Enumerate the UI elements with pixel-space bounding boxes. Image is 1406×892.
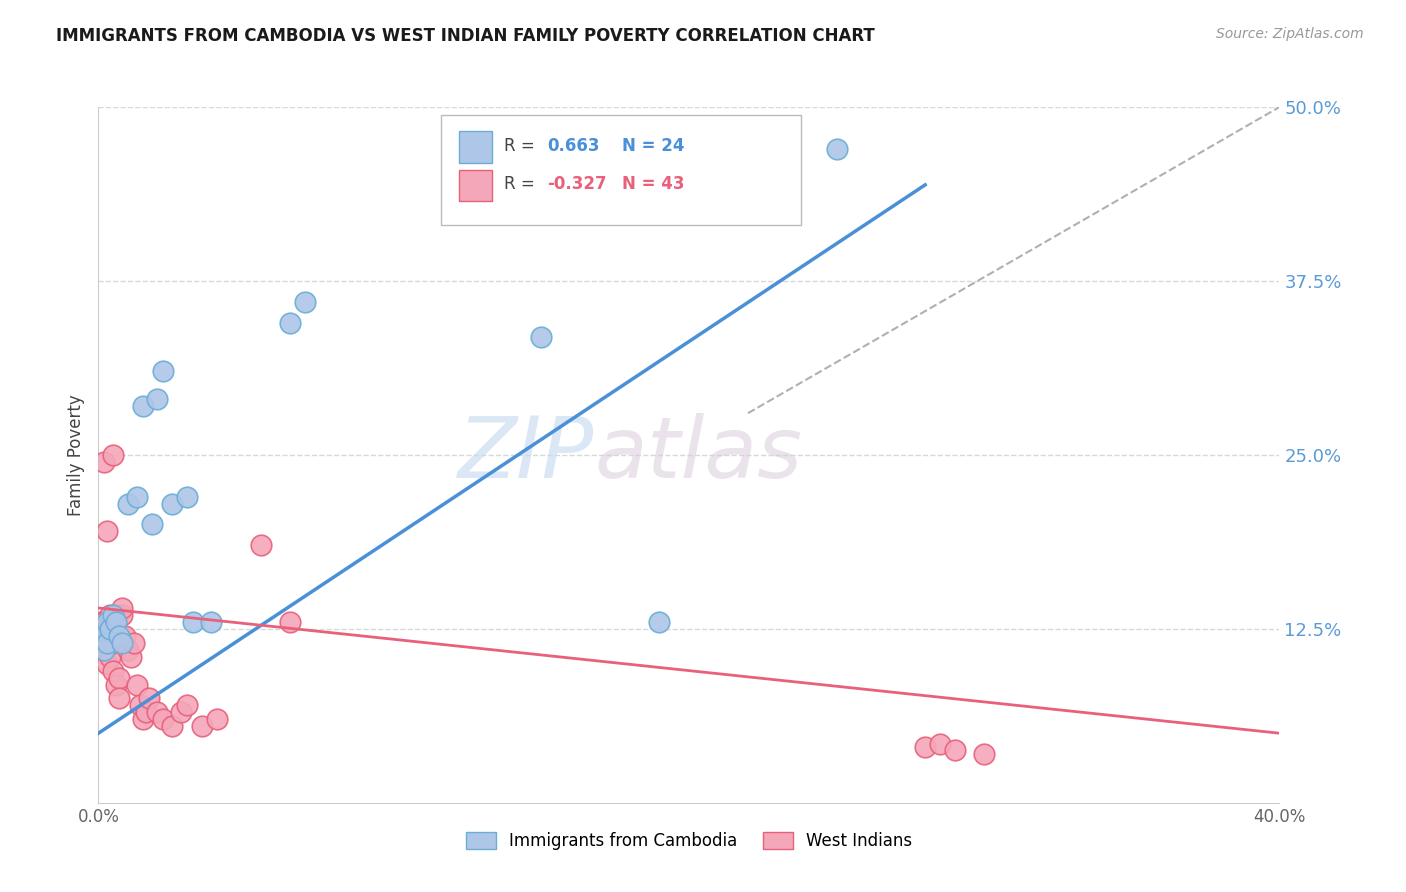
Point [108,629,131,643]
Text: -0.327: -0.327 [547,175,607,193]
Point [132,712,155,726]
Point [98,649,121,664]
Point [90,629,112,643]
Point [114,629,136,643]
Point [96,524,118,539]
Text: ZIP: ZIP [458,413,595,497]
Point [108,671,131,685]
Point [200,615,222,629]
Point [98,622,121,636]
Point [93,642,115,657]
Point [176,490,198,504]
Point [973,747,995,761]
Point [128,698,150,713]
Point [530,329,553,343]
Point [111,601,134,615]
Point [294,294,316,309]
Point [176,698,198,713]
Point [162,719,183,733]
Point [280,316,302,330]
Point [103,664,125,678]
Text: Source: ZipAtlas.com: Source: ZipAtlas.com [1216,27,1364,41]
Point [98,607,121,622]
Point [105,677,128,691]
Point [93,642,115,657]
Point [205,712,228,726]
Y-axis label: Family Poverty: Family Poverty [66,394,84,516]
Point [929,737,952,751]
Text: R =: R = [503,175,540,193]
Point [90,615,112,629]
FancyBboxPatch shape [458,131,492,162]
Point [96,636,118,650]
Text: IMMIGRANTS FROM CAMBODIA VS WEST INDIAN FAMILY POVERTY CORRELATION CHART: IMMIGRANTS FROM CAMBODIA VS WEST INDIAN … [56,27,875,45]
FancyBboxPatch shape [458,169,492,201]
Point [120,649,142,664]
FancyBboxPatch shape [441,115,801,226]
Point [117,497,139,511]
Point [648,615,671,629]
Point [825,142,848,156]
Text: N = 43: N = 43 [621,175,685,193]
Point [103,607,125,622]
Point [280,615,302,629]
Point [90,629,112,643]
Text: atlas: atlas [595,413,803,497]
Point [96,657,118,671]
Point [152,364,174,378]
Point [125,490,148,504]
Point [105,615,128,629]
Point [108,691,131,706]
Point [170,706,193,720]
Text: R =: R = [503,137,540,155]
Point [98,629,121,643]
Point [125,677,148,691]
Point [93,615,115,629]
Point [141,517,163,532]
Point [93,455,115,469]
Point [122,636,145,650]
Point [103,636,125,650]
Point [191,719,214,733]
Point [111,607,134,622]
Point [96,615,118,629]
Point [103,448,125,462]
Point [250,538,273,552]
Point [138,691,160,706]
Point [105,615,128,629]
Point [146,392,169,407]
Point [90,636,112,650]
Point [132,399,155,413]
Point [146,706,169,720]
Point [914,740,936,755]
Point [181,615,204,629]
Text: 0.663: 0.663 [547,137,600,155]
Point [135,706,157,720]
Point [943,743,966,757]
Point [162,497,183,511]
Point [111,636,134,650]
Legend: Immigrants from Cambodia, West Indians: Immigrants from Cambodia, West Indians [460,826,918,857]
Text: N = 24: N = 24 [621,137,685,155]
Point [117,642,139,657]
Point [152,712,174,726]
Point [96,622,118,636]
